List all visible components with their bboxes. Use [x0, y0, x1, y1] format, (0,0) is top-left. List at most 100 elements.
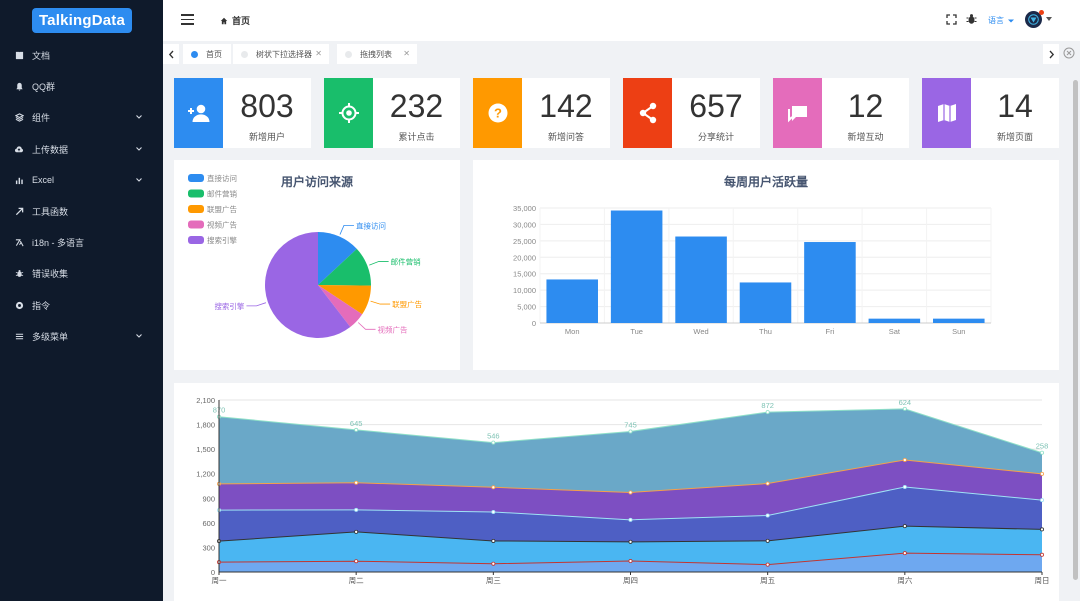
area-point[interactable]	[491, 538, 496, 543]
area-point[interactable]	[1040, 498, 1045, 503]
tab-status-dot	[191, 50, 198, 58]
area-point[interactable]	[765, 562, 770, 567]
pie-slice[interactable]	[318, 285, 363, 328]
area-point[interactable]	[628, 559, 633, 564]
area-point[interactable]	[354, 507, 359, 512]
bar[interactable]	[610, 210, 663, 323]
x-tick-label: Sun	[952, 327, 965, 336]
bar[interactable]	[933, 318, 985, 323]
area-point[interactable]	[491, 440, 496, 445]
avatar-caret-icon[interactable]	[1046, 17, 1052, 21]
tab-home[interactable]: 首页	[183, 44, 231, 64]
sidebar-item-components[interactable]: 组件	[0, 102, 163, 133]
user-avatar-logo-icon	[1028, 14, 1039, 25]
bar[interactable]	[546, 279, 598, 323]
area-point[interactable]	[1040, 552, 1045, 557]
fullscreen-icon[interactable]	[946, 14, 957, 25]
area-point[interactable]	[354, 427, 359, 432]
area-point[interactable]	[1040, 471, 1045, 476]
area-point[interactable]	[765, 410, 770, 415]
legend-label[interactable]: 邮件营销	[207, 189, 237, 199]
stacked-area-chart: 03006009001,2001,5001,8002,1008706455467…	[196, 396, 1049, 585]
tab-scroll-left-button[interactable]	[163, 44, 179, 64]
chevron-down-icon	[136, 333, 142, 338]
sidebar-item-excel[interactable]: Excel	[0, 165, 163, 196]
tab-close-icon[interactable]: ✕	[403, 49, 410, 58]
area-point[interactable]	[354, 529, 359, 534]
language-label: 语言	[988, 16, 1004, 25]
legend-swatch[interactable]	[188, 236, 204, 244]
legend-label[interactable]: 视频广告	[207, 220, 237, 230]
pie-slice[interactable]	[265, 232, 351, 338]
tab-close-icon[interactable]: ✕	[315, 49, 322, 58]
breadcrumb-home[interactable]: 首页	[232, 16, 251, 26]
area-band[interactable]	[219, 526, 1042, 565]
area-point[interactable]	[354, 559, 359, 564]
area-band[interactable]	[219, 486, 1042, 542]
tab-drag-list[interactable]: 拖拽列表 ✕	[337, 44, 417, 64]
area-point[interactable]	[354, 480, 359, 485]
sidebar-item-docs[interactable]: 文档	[0, 40, 163, 71]
app-logo[interactable]: TalkingData	[32, 8, 132, 33]
legend-label[interactable]: 直接访问	[207, 173, 237, 183]
sidebar-item-label: i18n - 多语言	[32, 238, 85, 249]
close-all-tabs-icon[interactable]	[1063, 47, 1075, 59]
sidebar-item-directives[interactable]: 指令	[0, 290, 163, 321]
legend-swatch[interactable]	[188, 205, 204, 213]
tab-label: 拖拽列表	[360, 49, 392, 59]
area-point[interactable]	[902, 457, 907, 462]
legend-swatch[interactable]	[188, 174, 204, 182]
legend-swatch[interactable]	[188, 189, 204, 198]
area-point[interactable]	[765, 513, 770, 518]
area-point[interactable]	[628, 517, 633, 522]
area-point[interactable]	[491, 561, 496, 566]
stat-icon-bg: ?	[473, 78, 522, 148]
pie-slice[interactable]	[318, 285, 371, 315]
area-point[interactable]	[902, 524, 907, 529]
area-point[interactable]	[628, 490, 633, 495]
sidebar-item-label: 文档	[32, 51, 51, 62]
hamburger-icon[interactable]	[181, 14, 194, 25]
area-point[interactable]	[1040, 527, 1045, 532]
area-point[interactable]	[765, 538, 770, 543]
y-tick-label: 1,200	[196, 470, 215, 479]
tab-scroll-right-button[interactable]	[1043, 44, 1059, 64]
legend-swatch[interactable]	[188, 220, 204, 229]
bar[interactable]	[868, 318, 921, 323]
area-point[interactable]	[628, 429, 633, 434]
sidebar-item-qq[interactable]: QQ群	[0, 71, 163, 102]
legend-label[interactable]: 搜索引擎	[207, 235, 237, 245]
error-log-bug-icon[interactable]	[966, 13, 977, 25]
area-point[interactable]	[1040, 450, 1045, 455]
area-band[interactable]	[219, 459, 1042, 520]
area-point[interactable]	[765, 481, 770, 486]
sidebar-item-tools[interactable]: 工具函数	[0, 196, 163, 227]
chevron-down-icon	[136, 146, 142, 151]
stat-label: 新增用户	[248, 132, 285, 142]
pie-slice[interactable]	[318, 232, 357, 285]
tab-tree-select[interactable]: 树状下拉选择器 ✕	[233, 44, 329, 64]
area-point[interactable]	[491, 485, 496, 490]
page-scrollbar[interactable]	[1073, 80, 1078, 580]
avatar[interactable]	[1025, 11, 1042, 28]
area-point[interactable]	[628, 539, 633, 544]
sidebar-item-multilevel[interactable]: 多级菜单	[0, 321, 163, 352]
sidebar-item-i18n[interactable]: i18n - 多语言	[0, 227, 163, 258]
area-point[interactable]	[491, 509, 496, 514]
bell-icon	[14, 82, 24, 92]
bar[interactable]	[675, 236, 727, 323]
bar[interactable]	[739, 282, 792, 323]
y-tick-label: 2,100	[196, 396, 215, 405]
sidebar-item-errors[interactable]: 错误收集	[0, 258, 163, 289]
y-tick-label: 10,000	[513, 286, 536, 295]
pie-slice[interactable]	[318, 248, 371, 286]
bar[interactable]	[804, 242, 856, 323]
x-tick-label: 周一	[212, 576, 227, 585]
area-point[interactable]	[902, 551, 907, 556]
sidebar-item-label: 上传数据	[32, 144, 69, 155]
area-point[interactable]	[902, 406, 907, 411]
language-dropdown[interactable]: 语言	[988, 15, 1015, 26]
legend-label[interactable]: 联盟广告	[207, 204, 237, 214]
sidebar-item-upload[interactable]: 上传数据	[0, 134, 163, 165]
area-point[interactable]	[902, 484, 907, 489]
